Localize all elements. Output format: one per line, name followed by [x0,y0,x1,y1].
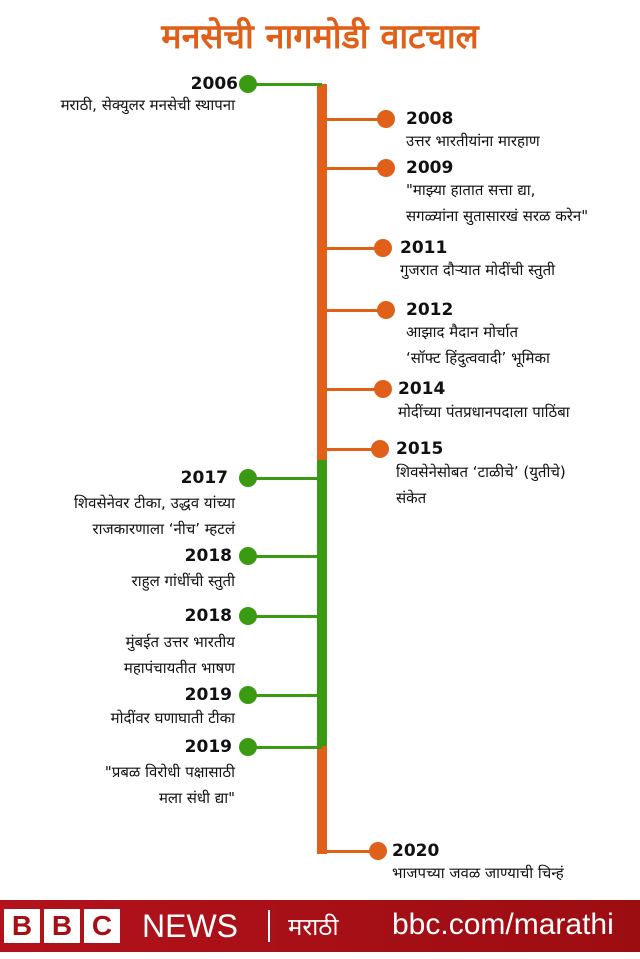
event-description: मुंबईत उत्तर भारतीय महापंचायतीत भाषण [124,629,235,681]
event-dot [377,301,395,319]
event-description-line: सगळ्यांना सुतासारखं सरळ करेन" [406,207,589,225]
timeline-spine-green [317,460,327,748]
event-description: मोदींच्या पंतप्रधानपदाला पाठिंबा [398,399,570,425]
bbc-logo-letter: B [4,909,40,943]
event-description: "प्रबळ विरोधी पक्षासाठी मला संधी द्या" [105,759,235,811]
event-dot [371,440,389,458]
event-dot [239,607,257,625]
event-dot [377,110,395,128]
event-year: 2017 [180,468,228,488]
bbc-logo-letter: C [84,909,120,943]
event-dot [239,469,257,487]
event-year: 2011 [400,238,448,258]
event-dot [239,686,257,704]
event-dot [239,75,257,93]
event-dot [369,842,387,860]
event-description-line: मोदींवर घणाघाती टीका [110,709,235,727]
timeline-spine-orange-bottom [317,746,327,854]
event-description-line: ‘सॉफ्ट हिंदुत्ववादी’ भूमिका [406,349,550,367]
event-description-line: "प्रबळ विरोधी पक्षासाठी [104,763,235,781]
event-description-line: उत्तर भारतीयांना मारहाण [406,132,540,150]
event-description: मोदींवर घणाघाती टीका [111,705,235,731]
event-description-line: मराठी, सेक्युलर मनसेची स्थापना [60,96,235,114]
event-year: 2012 [406,300,454,320]
event-year: 2015 [396,439,444,459]
event-description-line: मला संधी द्या" [158,789,235,807]
event-description-line: राहुल गांधींची स्तुती [131,572,235,590]
timeline-spine-orange-top [317,84,327,462]
event-description-line: राजकारणाला ‘नीच’ म्हटलं [92,520,235,538]
event-description: राहुल गांधींची स्तुती [132,568,235,594]
event-description: आझाद मैदान मोर्चात ‘सॉफ्ट हिंदुत्ववादी’ भ… [406,319,550,371]
website-url: bbc.com/marathi [392,908,614,941]
event-connector [248,746,322,749]
event-dot [374,380,392,398]
event-dot [239,738,257,756]
event-year: 2018 [184,546,232,566]
event-year: 2019 [184,737,232,757]
event-dot [374,239,392,257]
event-connector [322,167,386,170]
event-year: 2009 [406,158,454,178]
event-year: 2006 [190,74,238,94]
event-description: भाजपच्या जवळ जाण्याची चिन्हं [392,860,564,886]
page-title: मनसेची नागमोडी वाटचाल [161,17,479,57]
event-connector [322,118,386,121]
event-description-line: मोदींच्या पंतप्रधानपदाला पाठिंबा [398,403,570,421]
event-description-line: "माझ्या हातात सत्ता द्या, [406,181,536,199]
event-description-line: शिवसेनेवर टीका, उद्धव यांच्या [74,494,235,512]
event-description-line: मुंबईत उत्तर भारतीय [125,633,235,651]
event-connector [248,83,322,86]
event-year: 2018 [184,606,232,626]
event-description: "माझ्या हातात सत्ता द्या, सगळ्यांना सुतास… [406,177,588,229]
bbc-logo-letter: B [44,909,80,943]
event-description: मराठी, सेक्युलर मनसेची स्थापना [61,92,235,118]
news-label: NEWS [142,908,238,944]
event-connector [322,850,378,853]
event-connector [322,247,383,250]
language-label: मराठी [288,913,339,941]
event-connector [248,555,322,558]
event-description: गुजरात दौऱ्यात मोदींची स्तुती [400,257,555,283]
event-year: 2019 [184,685,232,705]
event-description-line: गुजरात दौऱ्यात मोदींची स्तुती [400,261,556,279]
bbc-footer: B B C NEWS मराठी bbc.com/marathi [0,900,640,952]
event-dot [239,547,257,565]
event-connector [322,388,383,391]
event-year: 2008 [406,109,454,129]
event-connector [322,309,386,312]
event-description: उत्तर भारतीयांना मारहाण [406,128,540,154]
divider [268,910,270,942]
event-connector [248,615,322,618]
event-year: 2020 [392,841,440,861]
event-description-line: आझाद मैदान मोर्चात [406,323,519,341]
bbc-logo: B B C [4,909,120,943]
event-description-line: संकेत [396,489,427,507]
event-description: शिवसेनेसोबत ‘टाळीचे’ (युतीचे) संकेत [396,459,566,511]
event-description-line: महापंचायतीत भाषण [123,659,235,677]
event-description-line: भाजपच्या जवळ जाण्याची चिन्हं [392,864,564,882]
event-description: शिवसेनेवर टीका, उद्धव यांच्या राजकारणाला … [74,490,235,542]
event-dot [377,159,395,177]
event-connector [248,694,322,697]
event-connector [322,448,380,451]
event-connector [248,477,322,480]
event-description-line: शिवसेनेसोबत ‘टाळीचे’ (युतीचे) [396,463,566,481]
event-year: 2014 [398,379,446,399]
